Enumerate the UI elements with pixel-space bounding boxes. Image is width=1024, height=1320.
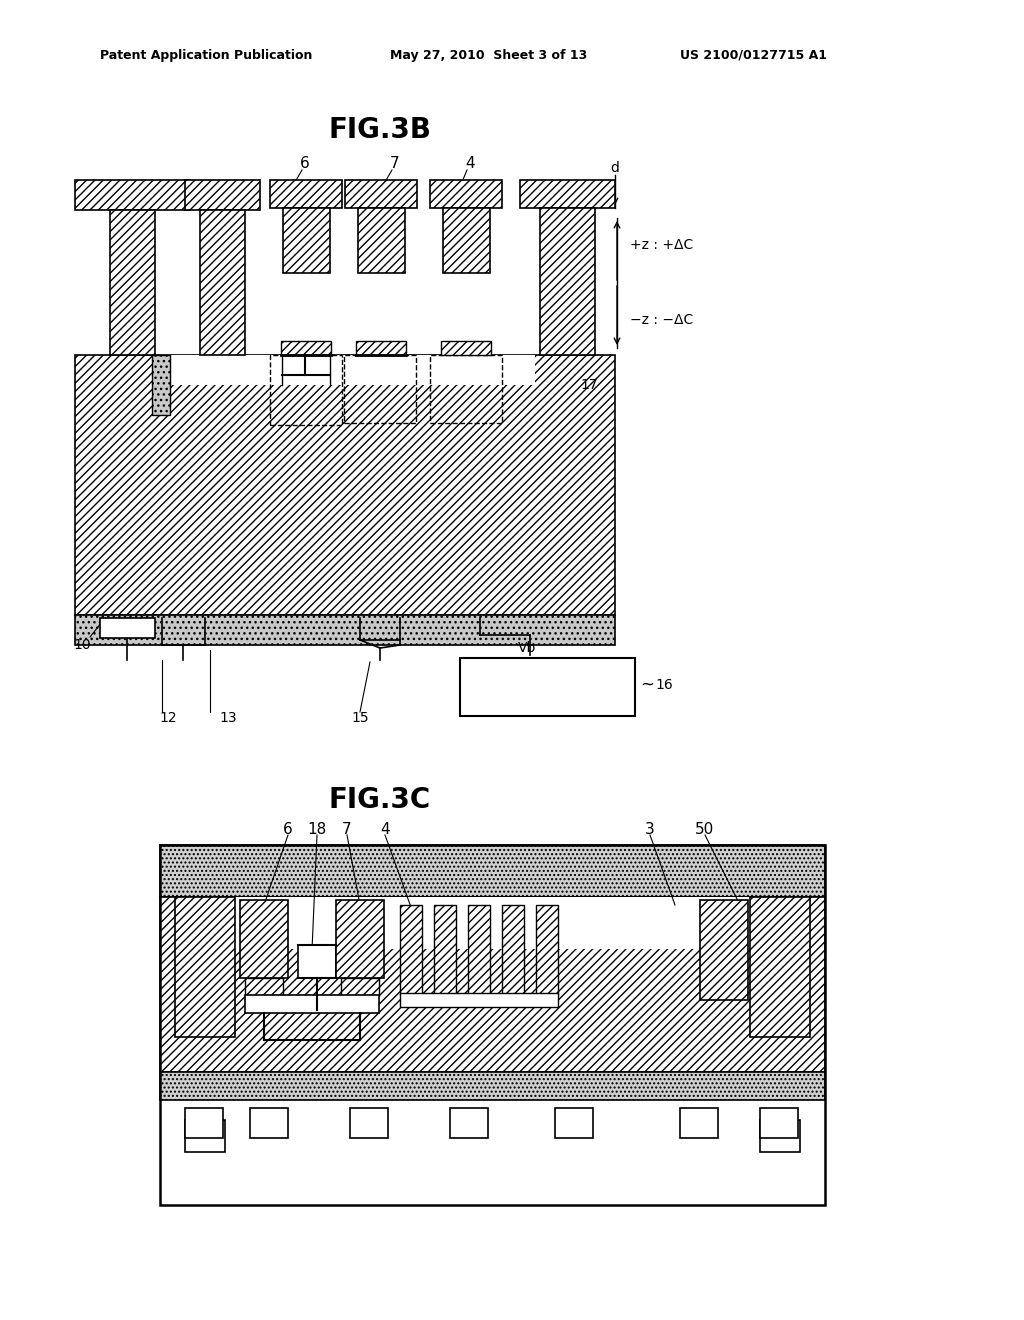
- Text: +z : +ΔC: +z : +ΔC: [630, 238, 693, 252]
- Text: Vb: Vb: [518, 642, 537, 655]
- Bar: [536, 906, 558, 995]
- Bar: [270, 180, 342, 209]
- Text: −z : −ΔC: −z : −ΔC: [630, 313, 693, 327]
- Text: 12: 12: [159, 711, 177, 725]
- Bar: [345, 180, 417, 209]
- Bar: [185, 1119, 225, 1152]
- Bar: [750, 898, 810, 1038]
- Text: US 2100/0127715 A1: US 2100/0127715 A1: [680, 49, 827, 62]
- Text: 4: 4: [380, 822, 390, 837]
- Bar: [155, 355, 535, 385]
- Bar: [430, 355, 502, 422]
- Bar: [240, 900, 288, 978]
- Bar: [502, 906, 524, 995]
- Bar: [520, 180, 615, 209]
- Bar: [185, 180, 260, 210]
- Bar: [298, 945, 336, 978]
- Bar: [245, 995, 379, 1012]
- Text: ~: ~: [640, 676, 654, 694]
- Bar: [283, 209, 330, 273]
- Bar: [160, 898, 825, 1072]
- Bar: [75, 180, 190, 210]
- Bar: [555, 1107, 593, 1138]
- Bar: [160, 845, 825, 898]
- Bar: [75, 615, 615, 645]
- Bar: [245, 978, 283, 997]
- Bar: [358, 209, 406, 273]
- Text: 7: 7: [390, 156, 399, 170]
- Text: 18: 18: [307, 822, 327, 837]
- Text: 7: 7: [342, 822, 352, 837]
- Bar: [540, 209, 595, 355]
- Bar: [160, 1072, 825, 1100]
- Bar: [434, 906, 456, 995]
- Bar: [110, 210, 155, 355]
- Bar: [441, 341, 490, 355]
- Bar: [234, 898, 750, 949]
- Text: d: d: [610, 161, 620, 176]
- Text: FIG.3C: FIG.3C: [329, 785, 431, 814]
- Text: ADJUSTING UNIT: ADJUSTING UNIT: [496, 689, 599, 702]
- Bar: [175, 898, 234, 1038]
- Bar: [356, 341, 406, 355]
- Bar: [75, 355, 615, 615]
- Bar: [450, 1107, 488, 1138]
- Text: 50: 50: [695, 822, 715, 837]
- Bar: [185, 1107, 223, 1138]
- Bar: [443, 209, 490, 273]
- Bar: [270, 355, 342, 425]
- Text: BIAS VOLTAGE: BIAS VOLTAGE: [503, 672, 592, 685]
- Bar: [336, 900, 384, 978]
- Bar: [100, 618, 155, 638]
- Bar: [350, 1107, 388, 1138]
- Bar: [152, 355, 170, 414]
- Text: 17: 17: [580, 378, 598, 392]
- Text: 6: 6: [283, 822, 293, 837]
- Bar: [468, 906, 490, 995]
- Bar: [344, 355, 416, 422]
- Bar: [400, 906, 422, 995]
- Text: 16: 16: [655, 678, 673, 692]
- Text: Patent Application Publication: Patent Application Publication: [100, 49, 312, 62]
- Bar: [760, 1107, 798, 1138]
- Bar: [460, 657, 635, 715]
- Text: 10: 10: [73, 638, 91, 652]
- Bar: [700, 900, 748, 1001]
- Text: 4: 4: [465, 156, 475, 170]
- Bar: [760, 1119, 800, 1152]
- Text: 6: 6: [300, 156, 310, 170]
- Bar: [200, 210, 245, 355]
- Text: 13: 13: [219, 711, 237, 725]
- Text: 15: 15: [351, 711, 369, 725]
- Text: May 27, 2010  Sheet 3 of 13: May 27, 2010 Sheet 3 of 13: [390, 49, 587, 62]
- Bar: [430, 180, 502, 209]
- Bar: [400, 993, 558, 1007]
- Bar: [281, 341, 331, 355]
- Bar: [680, 1107, 718, 1138]
- Bar: [250, 1107, 288, 1138]
- Bar: [341, 978, 379, 997]
- Text: 3: 3: [645, 822, 655, 837]
- Text: FIG.3B: FIG.3B: [329, 116, 431, 144]
- Bar: [160, 845, 825, 1205]
